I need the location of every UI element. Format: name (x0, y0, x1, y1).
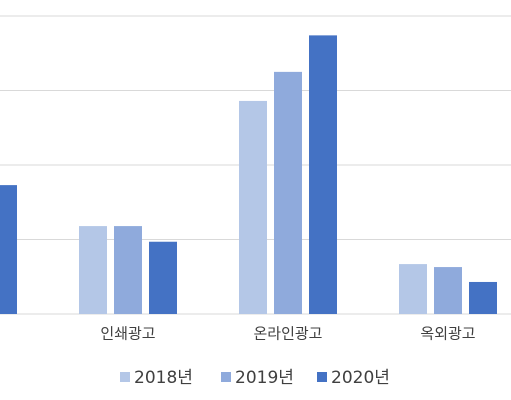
legend-label: 2018년 (134, 368, 193, 388)
x-tick-label: 옥외광고 (420, 325, 475, 343)
bar (274, 71, 302, 314)
legend-swatch (317, 372, 327, 382)
legend-label: 2019년 (235, 368, 294, 388)
bar (469, 281, 497, 314)
bar (0, 185, 17, 314)
bar (114, 226, 142, 314)
bar (79, 226, 107, 314)
bar (149, 241, 177, 314)
x-tick-label: 인쇄광고 (100, 325, 155, 343)
bar (309, 35, 337, 315)
x-tick-label: 온라인광고 (253, 325, 322, 343)
bar (239, 100, 267, 315)
legend-swatch (120, 372, 130, 382)
bar (399, 264, 427, 314)
legend-label: 2020년 (331, 368, 390, 388)
legend-swatch (221, 372, 231, 382)
bar (434, 267, 462, 314)
